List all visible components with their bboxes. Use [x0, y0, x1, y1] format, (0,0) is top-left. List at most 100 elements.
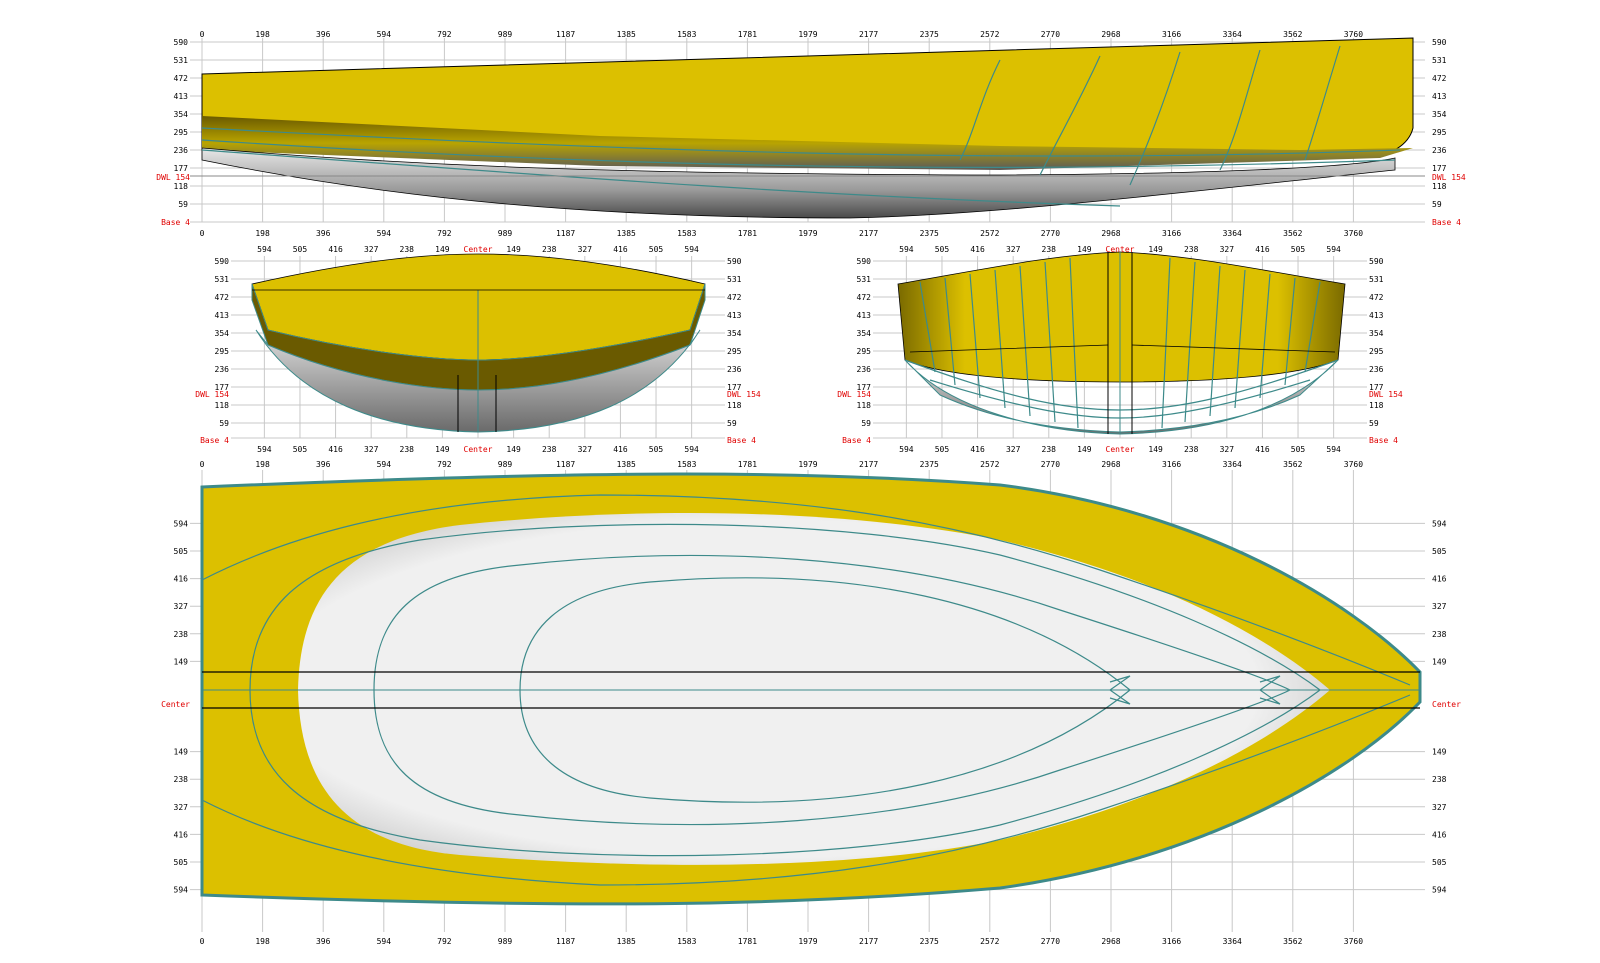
- plan-y-tick-right: 149: [1432, 657, 1447, 666]
- fwd-y-tick-bottom: 594: [899, 445, 914, 454]
- profile-waterlines: [201, 45, 1401, 207]
- plan-y-tick-left: 238: [174, 775, 189, 784]
- plan-y-tick-right: 238: [1432, 630, 1447, 639]
- aft-y-tick-top: 327: [364, 245, 379, 254]
- profile-x-tick-bottom: 1781: [738, 229, 757, 238]
- fwd-y-tick-bottom: 594: [1326, 445, 1341, 454]
- fwd-y-tick-top: 238: [1042, 245, 1057, 254]
- aft-y-tick-top: 594: [684, 245, 699, 254]
- profile-x-tick-bottom: 2770: [1041, 229, 1060, 238]
- plan-x-tick-bottom: 396: [316, 937, 331, 946]
- profile-x-tick-top: 594: [377, 30, 392, 39]
- aft-z-tick-right: 472: [727, 293, 742, 302]
- fwd-z-tick-left: 413: [857, 311, 872, 320]
- fwd-z-tick-right: 236: [1369, 365, 1384, 374]
- aft-y-tick-bottom: 149: [435, 445, 450, 454]
- aft-y-tick-top: Center: [464, 245, 493, 254]
- aft-base-label-left: Base 4: [200, 436, 229, 445]
- profile-z-tick-left: 413: [174, 92, 189, 101]
- fwd-y-tick-top: 505: [935, 245, 950, 254]
- fwd-y-tick-bottom: 505: [1291, 445, 1306, 454]
- profile-x-tick-top: 2770: [1041, 30, 1060, 39]
- fwd-base-label-right: Base 4: [1369, 436, 1398, 445]
- plan-x-tick-top: 0: [200, 460, 205, 469]
- profile-x-tick-bottom: 3166: [1162, 229, 1181, 238]
- profile-x-tick-top: 1979: [798, 30, 817, 39]
- profile-z-tick-left: 177: [174, 164, 189, 173]
- aft-z-tick-left: 59: [219, 419, 229, 428]
- plan-x-tick-bottom: 594: [377, 937, 392, 946]
- plan-view: [190, 470, 1425, 932]
- plan-x-tick-top: 1781: [738, 460, 757, 469]
- plan-x-tick-bottom: 3364: [1223, 937, 1242, 946]
- fwd-z-tick-left: 177: [857, 383, 872, 392]
- plan-underwater: [298, 513, 1330, 865]
- plan-y-tick-right: 327: [1432, 602, 1447, 611]
- aft-section-view: [231, 253, 725, 439]
- plan-x-tick-bottom: 2177: [859, 937, 878, 946]
- profile-x-tick-top: 396: [316, 30, 331, 39]
- profile-x-tick-bottom: 0: [200, 229, 205, 238]
- aft-y-tick-top: 238: [400, 245, 415, 254]
- fwd-y-tick-top: 594: [1326, 245, 1341, 254]
- fwd-y-tick-top: 327: [1006, 245, 1021, 254]
- fwd-z-tick-right: 59: [1369, 419, 1379, 428]
- plan-x-tick-bottom: 989: [498, 937, 513, 946]
- aft-y-tick-top: 149: [435, 245, 450, 254]
- aft-y-tick-bottom: 505: [649, 445, 664, 454]
- fwd-y-tick-bottom: 505: [935, 445, 950, 454]
- fwd-y-tick-top: 505: [1291, 245, 1306, 254]
- fwd-y-tick-top: 149: [1148, 245, 1163, 254]
- profile-x-tick-top: 3760: [1344, 30, 1363, 39]
- profile-z-tick-right: 118: [1432, 182, 1447, 191]
- fwd-y-tick-bottom: 327: [1220, 445, 1235, 454]
- aft-y-tick-bottom: 594: [684, 445, 699, 454]
- profile-x-tick-bottom: 3562: [1283, 229, 1302, 238]
- aft-z-tick-left: 177: [215, 383, 230, 392]
- plan-x-tick-top: 3760: [1344, 460, 1363, 469]
- profile-x-tick-bottom: 2375: [920, 229, 939, 238]
- profile-x-tick-top: 2177: [859, 30, 878, 39]
- aft-z-tick-left: 472: [215, 293, 230, 302]
- aft-z-tick-left: 531: [215, 275, 230, 284]
- plan-x-tick-top: 1583: [677, 460, 696, 469]
- plan-x-tick-bottom: 0: [200, 937, 205, 946]
- profile-x-tick-top: 3166: [1162, 30, 1181, 39]
- fwd-z-tick-left: 531: [857, 275, 872, 284]
- plan-y-tick-right: 416: [1432, 830, 1447, 839]
- profile-x-tick-bottom: 198: [255, 229, 270, 238]
- profile-x-tick-bottom: 1979: [798, 229, 817, 238]
- fwd-topsides: [897, 251, 1346, 383]
- plan-x-tick-top: 2770: [1041, 460, 1060, 469]
- aft-z-tick-left: 236: [215, 365, 230, 374]
- plan-x-tick-top: 3166: [1162, 460, 1181, 469]
- plan-x-tick-top: 989: [498, 460, 513, 469]
- plan-y-tick-left: 238: [174, 630, 189, 639]
- aft-z-tick-right: 590: [727, 257, 742, 266]
- profile-x-tick-top: 1781: [738, 30, 757, 39]
- profile-x-tick-bottom: 792: [437, 229, 452, 238]
- fwd-z-tick-left: 295: [857, 347, 872, 356]
- profile-z-tick-right: 590: [1432, 38, 1447, 47]
- plan-x-tick-top: 1187: [556, 460, 575, 469]
- profile-x-tick-top: 2375: [920, 30, 939, 39]
- aft-y-tick-top: 416: [613, 245, 628, 254]
- aft-dwl-label-right: DWL 154: [727, 390, 761, 399]
- aft-z-tick-left: 590: [215, 257, 230, 266]
- profile-dwl-label-right: DWL 154: [1432, 173, 1466, 182]
- fwd-y-tick-bottom: 149: [1148, 445, 1163, 454]
- plan-x-tick-top: 2177: [859, 460, 878, 469]
- profile-z-tick-left: 531: [174, 56, 189, 65]
- aft-y-tick-bottom: 416: [328, 445, 343, 454]
- fwd-y-tick-bottom: 149: [1077, 445, 1092, 454]
- profile-z-tick-right: 236: [1432, 146, 1447, 155]
- aft-z-tick-left: 413: [215, 311, 230, 320]
- fwd-y-tick-bottom: 238: [1042, 445, 1057, 454]
- aft-z-tick-left: 354: [215, 329, 230, 338]
- profile-x-tick-bottom: 396: [316, 229, 331, 238]
- profile-x-tick-bottom: 1583: [677, 229, 696, 238]
- plan-y-tick-left: 149: [174, 748, 189, 757]
- aft-y-tick-bottom: 149: [506, 445, 521, 454]
- aft-base-label-right: Base 4: [727, 436, 756, 445]
